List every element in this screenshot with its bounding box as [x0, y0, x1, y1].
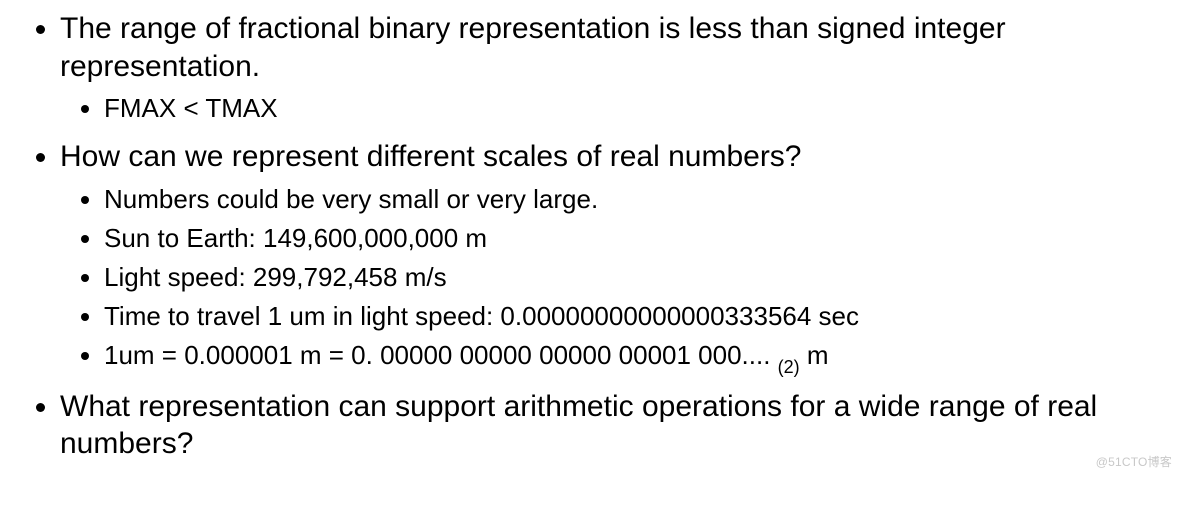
bullet-2-sub-5: 1um = 0.000001 m = 0. 00000 00000 00000 …: [104, 336, 1164, 378]
watermark: @51CTO博客: [1096, 453, 1172, 470]
bullet-2-sub-4: Time to travel 1 um in light speed: 0.00…: [104, 297, 1164, 336]
bullet-2-text: How can we represent different scales of…: [60, 138, 1164, 176]
bullet-2-sub-5-post: m: [800, 340, 829, 370]
bullet-2-sub-5-pre: 1um = 0.000001 m = 0. 00000 00000 00000 …: [104, 340, 778, 370]
bullet-1-sublist: FMAX < TMAX: [60, 89, 1164, 128]
bullet-2-sub-1: Numbers could be very small or very larg…: [104, 180, 1164, 219]
bullet-1-text: The range of fractional binary represent…: [60, 10, 1164, 85]
bullet-1: The range of fractional binary represent…: [60, 10, 1164, 128]
bullet-1-sub-1: FMAX < TMAX: [104, 89, 1164, 128]
outer-list: The range of fractional binary represent…: [20, 10, 1164, 463]
bullet-2: How can we represent different scales of…: [60, 138, 1164, 378]
bullet-2-sub-5-subscript: (2): [778, 357, 800, 377]
slide: The range of fractional binary represent…: [0, 0, 1184, 510]
bullet-3: What representation can support arithmet…: [60, 388, 1164, 463]
bullet-2-sub-2: Sun to Earth: 149,600,000,000 m: [104, 219, 1164, 258]
bullet-2-sub-3: Light speed: 299,792,458 m/s: [104, 258, 1164, 297]
bullet-2-sublist: Numbers could be very small or very larg…: [60, 180, 1164, 378]
bullet-3-text: What representation can support arithmet…: [60, 388, 1164, 463]
